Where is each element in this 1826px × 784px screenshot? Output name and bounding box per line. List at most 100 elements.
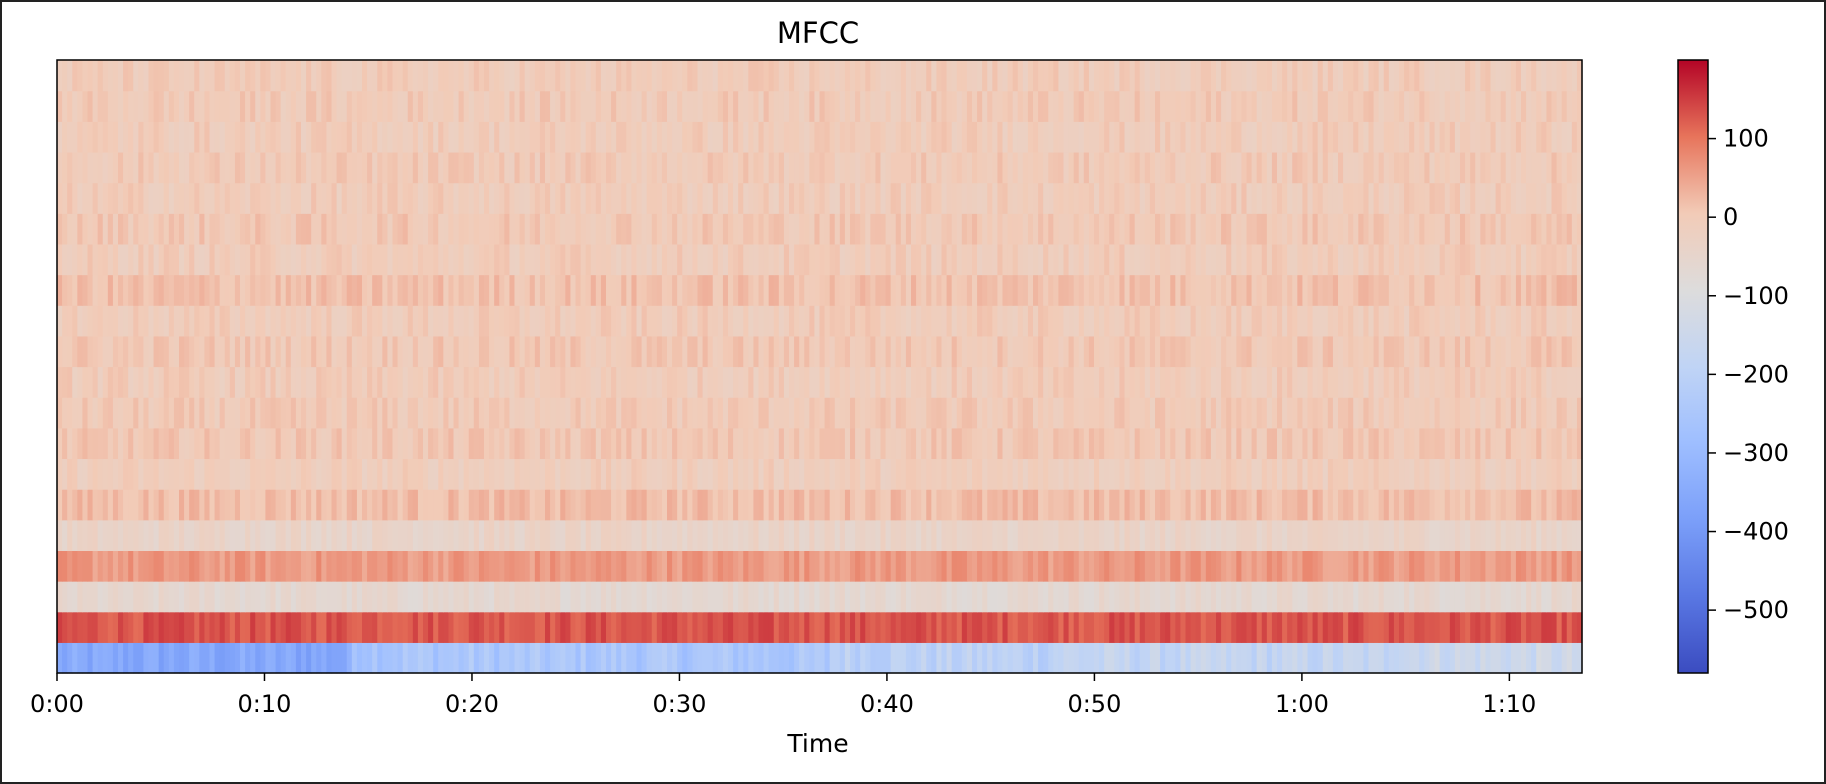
heatmap-cell <box>148 151 155 184</box>
heatmap-cell <box>550 213 556 245</box>
heatmap-cell <box>1348 519 1354 551</box>
heatmap-cell <box>219 305 226 337</box>
heatmap-cell <box>1200 519 1207 551</box>
heatmap-cell <box>865 427 871 460</box>
heatmap-cell <box>773 519 780 551</box>
heatmap-cell <box>499 151 505 184</box>
heatmap-cell <box>1175 243 1182 276</box>
heatmap-cell <box>936 182 943 214</box>
heatmap-cell <box>87 611 94 643</box>
heatmap-cell <box>590 151 597 184</box>
heatmap-cell <box>514 581 521 613</box>
heatmap-cell <box>778 274 785 306</box>
heatmap-cell <box>580 182 587 214</box>
heatmap-cell <box>331 397 338 429</box>
heatmap-cell <box>850 151 856 184</box>
heatmap-cell <box>545 182 551 214</box>
heatmap-cell <box>1063 274 1070 306</box>
heatmap-cell <box>524 274 531 306</box>
heatmap-cell <box>1556 213 1563 245</box>
heatmap-cell <box>1221 274 1227 306</box>
heatmap-cell <box>1332 243 1339 276</box>
heatmap-cell <box>331 642 338 674</box>
heatmap-cell <box>931 397 938 429</box>
heatmap-cell <box>789 458 795 490</box>
heatmap-cell <box>428 305 434 337</box>
heatmap-cell <box>697 427 704 460</box>
heatmap-cell <box>956 243 963 276</box>
heatmap-cell <box>301 611 307 643</box>
heatmap-cell <box>102 366 109 398</box>
heatmap-cell <box>722 213 729 245</box>
heatmap-cell <box>819 458 826 490</box>
heatmap-cell <box>855 611 861 643</box>
heatmap-cell <box>885 550 892 582</box>
heatmap-cell <box>692 642 699 674</box>
heatmap-cell <box>1307 427 1314 460</box>
heatmap <box>57 60 1583 674</box>
heatmap-cell <box>646 213 653 245</box>
heatmap-cell <box>453 519 460 551</box>
heatmap-cell <box>1510 611 1517 643</box>
heatmap-cell <box>1338 182 1344 214</box>
heatmap-cell <box>377 274 383 306</box>
heatmap-cell <box>565 519 572 551</box>
heatmap-cell <box>733 489 739 521</box>
heatmap-cell <box>484 458 490 490</box>
heatmap-cell <box>936 581 943 613</box>
heatmap-cell <box>717 519 724 551</box>
heatmap-cell <box>753 151 760 184</box>
heatmap-cell <box>67 611 73 643</box>
heatmap-cell <box>118 335 124 368</box>
heatmap-cell <box>1480 397 1487 429</box>
heatmap-cell <box>692 611 699 643</box>
heatmap-cell <box>107 213 114 245</box>
heatmap-cell <box>692 182 699 214</box>
heatmap-cell <box>1424 243 1431 276</box>
heatmap-cell <box>738 243 744 276</box>
heatmap-cell <box>839 182 846 214</box>
heatmap-cell <box>341 489 348 521</box>
heatmap-cell <box>672 489 678 521</box>
heatmap-cell <box>82 611 89 643</box>
heatmap-cell <box>672 335 678 368</box>
heatmap-cell <box>1378 274 1385 306</box>
heatmap-cell <box>707 642 714 674</box>
heatmap-cell <box>1368 305 1375 337</box>
heatmap-cell <box>412 458 419 490</box>
heatmap-cell <box>87 427 94 460</box>
heatmap-cell <box>118 243 124 276</box>
heatmap-cell <box>1424 213 1431 245</box>
heatmap-cell <box>133 213 139 245</box>
heatmap-cell <box>423 274 429 306</box>
heatmap-cell <box>1282 458 1288 490</box>
heatmap-cell <box>819 581 826 613</box>
heatmap-cell <box>1114 397 1121 429</box>
heatmap-cell <box>179 458 185 490</box>
heatmap-cell <box>1038 305 1044 337</box>
heatmap-cell <box>885 458 892 490</box>
heatmap-cell <box>1099 458 1105 490</box>
heatmap-cell <box>1470 274 1476 306</box>
heatmap-cell <box>1363 581 1370 613</box>
heatmap-cell <box>1210 182 1217 214</box>
heatmap-cell <box>1521 581 1527 613</box>
heatmap-cell <box>606 151 612 184</box>
heatmap-cell <box>107 243 114 276</box>
heatmap-cell <box>595 489 602 521</box>
heatmap-cell <box>519 458 526 490</box>
heatmap-cell <box>255 366 261 398</box>
heatmap-cell <box>468 366 475 398</box>
heatmap-cell <box>77 151 84 184</box>
heatmap-cell <box>773 335 780 368</box>
heatmap-cell <box>57 335 63 368</box>
heatmap-cell <box>631 581 638 613</box>
heatmap-cell <box>1566 335 1573 368</box>
heatmap-cell <box>1490 366 1497 398</box>
heatmap-cell <box>966 182 973 214</box>
heatmap-cell <box>1246 427 1253 460</box>
heatmap-cell <box>1419 489 1426 521</box>
heatmap-cell <box>728 366 734 398</box>
heatmap-cell <box>1531 274 1537 306</box>
heatmap-cell <box>128 243 134 276</box>
